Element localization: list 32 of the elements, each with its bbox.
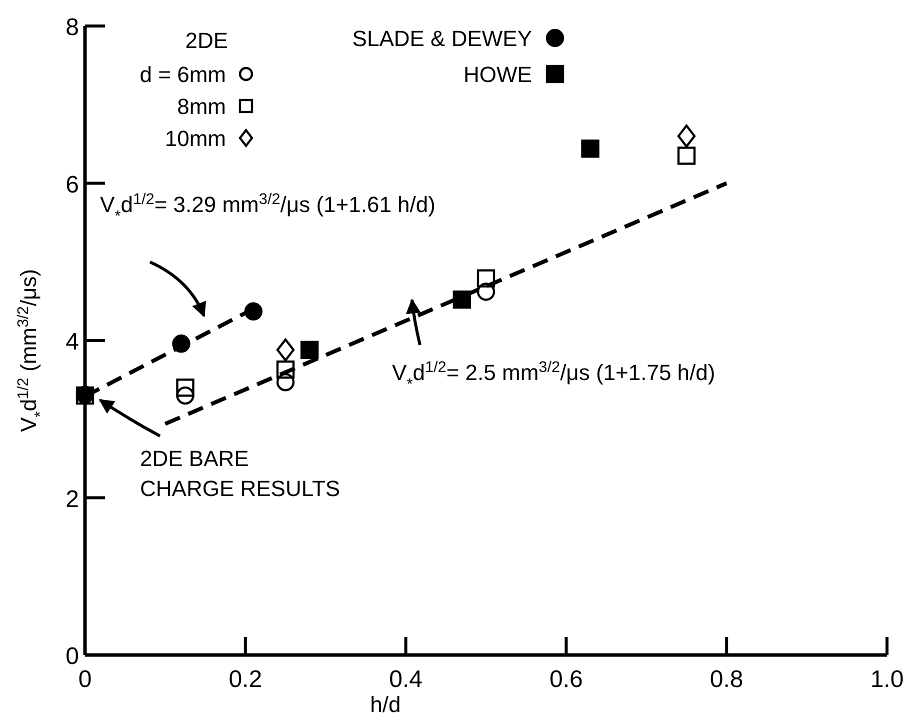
legend-label: 10mm: [164, 126, 226, 151]
annotation: V$_{*}$d$^{1/2}$= 3.29 mm$^{3/2}$/μs (1+1.61 h/d): [100, 190, 436, 224]
point: [476, 282, 496, 301]
y-tick-label: 4: [66, 328, 79, 356]
annotation: 2DE BARE CHARGE RESULTS: [140, 446, 340, 501]
x-tick-label: 0.8: [710, 666, 744, 693]
point: [176, 378, 194, 397]
point: [677, 124, 696, 148]
point: [176, 386, 194, 405]
y-tick-label: 6: [66, 171, 79, 198]
legend-title: 2DE: [185, 28, 228, 53]
legend-label: d = 6mm: [140, 62, 226, 87]
point: [276, 360, 295, 379]
legend-label: 8mm: [177, 94, 226, 119]
point: [300, 340, 319, 360]
legend-label: SLADE & DEWEY: [352, 26, 532, 51]
legend-label: HOWE: [464, 62, 532, 87]
x-tick-label: 0.6: [550, 666, 583, 693]
point: [677, 146, 696, 165]
point: [276, 373, 295, 392]
point: [276, 338, 295, 362]
x-axis-title: h/d: [370, 692, 401, 717]
y-tick-label: 8: [66, 14, 79, 41]
point: [581, 140, 600, 158]
point: [244, 302, 263, 321]
x-tick-label: 1.0: [870, 666, 904, 693]
x-tick-label: 0.4: [389, 666, 422, 693]
y-tick-label: 2: [66, 486, 79, 513]
point: [476, 269, 496, 288]
annotation: V$_{*}$d$^{1/2}$= 2.5 mm$^{3/2}$/μs (1+1.75 h/d): [392, 358, 716, 392]
x-tick-label: 0.2: [228, 666, 262, 693]
y-tick-label: 0: [66, 643, 79, 670]
